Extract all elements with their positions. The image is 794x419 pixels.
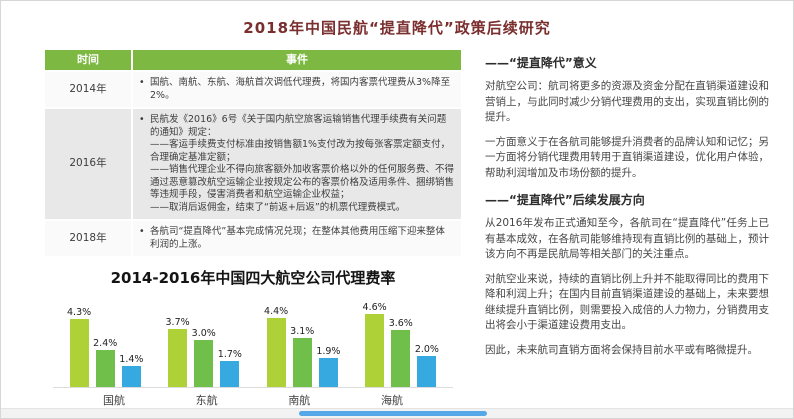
section-heading: ——“提直降代”意义 — [485, 56, 597, 70]
page-title: 2018年中国民航“提直降代”政策后续研究 — [243, 19, 551, 37]
category-label: 东航 — [195, 394, 218, 408]
row-event: • 民航发《2016》6号《关于国内航空旅客运输销售代理手续费有关问题的通知》规… — [133, 109, 461, 219]
category-label: 南航 — [288, 394, 311, 408]
bar — [220, 361, 240, 389]
bar — [365, 314, 385, 389]
bar-value-label: 2.0% — [414, 344, 439, 356]
content-area: 时间 事件 2014年 • 国航、南航、东航、海航首次调低代理费，将国内客票代理… — [1, 38, 793, 418]
event-line: • 国航、南航、东航、海航首次调低代理费，将国内客票代理费从3%降至2%。 — [139, 77, 454, 102]
bar — [318, 358, 338, 389]
bar-value-label: 3.1% — [290, 326, 315, 338]
bar-value-label: 3.7% — [165, 317, 190, 329]
section-meaning: ——“提直降代”意义 对航空公司：航司将更多的资源及资金分配在直销渠道建设和营销… — [485, 54, 769, 181]
event-text: ——销售代理企业不得向旅客额外加收客票价格以外的任何服务费、不得通过恶意篡改航空… — [150, 164, 455, 201]
bar — [168, 329, 188, 389]
bar-value-label: 3.0% — [191, 328, 216, 340]
left-column: 时间 事件 2014年 • 国航、南航、东航、海航首次调低代理费，将国内客票代理… — [45, 50, 461, 418]
chart-category-row: 国航 东航 南航 海航 — [45, 392, 461, 408]
table-header-time: 时间 — [45, 50, 133, 70]
bar-value-label: 1.7% — [217, 349, 242, 361]
event-text: 各航司“提直降代”基本完成情况兑现；在整体其他费用压缩下迎来整体利润的上涨。 — [150, 226, 445, 250]
section-paragraph: 对航空公司：航司将更多的资源及资金分配在直销渠道建设和营销上，与此同时减少分销代… — [485, 80, 769, 124]
chart-group: 4.3% 2.4% 1.4% — [67, 292, 144, 389]
row-year: 2018年 — [45, 221, 133, 257]
event-text: ——取消后返佣金，结束了“前返+后返”的机票代理费模式。 — [150, 201, 406, 213]
bar — [417, 356, 437, 389]
event-line: • 民航发《2016》6号《关于国内航空旅客运输销售代理手续费有关问题的通知》规… — [139, 114, 454, 139]
bullet-icon: • — [139, 226, 145, 238]
bar-value-label: 4.3% — [67, 307, 92, 319]
event-line: • 各航司“提直降代”基本完成情况兑现；在整体其他费用压缩下迎来整体利润的上涨。 — [139, 226, 454, 251]
row-year: 2016年 — [45, 109, 133, 220]
section-paragraph: 因此，未来航司直销方面将会保持目前水平或有略微提升。 — [485, 343, 758, 356]
section-future-direction: ——“提直降代”后续发展方向 从2016年发布正式通知至今，各航司在“提直降代”… — [485, 191, 769, 358]
table-header-event: 事件 — [133, 50, 461, 70]
bar — [292, 338, 312, 389]
events-table: 时间 事件 2014年 • 国航、南航、东航、海航首次调低代理费，将国内客票代理… — [45, 50, 461, 257]
bar — [69, 319, 89, 389]
event-line: ——销售代理企业不得向旅客额外加收客票价格以外的任何服务费、不得通过恶意篡改航空… — [139, 164, 454, 202]
table-row: 2018年 • 各航司“提直降代”基本完成情况兑现；在整体其他费用压缩下迎来整体… — [45, 219, 461, 257]
bar — [391, 330, 411, 389]
event-line: ——客运手续费支付标准由按销售额1%支付改为按每张客票定额支付，合理确定基准定额… — [139, 139, 454, 164]
row-event: • 国航、南航、东航、海航首次调低代理费，将国内客票代理费从3%降至2%。 — [133, 72, 461, 107]
table-header-row: 时间 事件 — [45, 50, 461, 70]
chart-group: 3.7% 3.0% 1.7% — [165, 292, 242, 389]
section-paragraph: 对航空业来说，持续的直销比例上升并不能取得同比的费用下降和利润上升；在国内目前直… — [485, 272, 769, 332]
bar-value-label: 1.9% — [316, 346, 341, 358]
section-heading: ——“提直降代”后续发展方向 — [485, 193, 645, 208]
category-label: 国航 — [103, 394, 125, 408]
bar-value-label: 4.6% — [362, 302, 387, 314]
event-text: 国航、南航、东航、海航首次调低代理费，将国内客票代理费从3%降至2%。 — [150, 77, 451, 101]
section-paragraph: 从2016年发布正式通知至今，各航司在“提直降代”任务上已有基本成效，在各航司能… — [485, 217, 769, 261]
bar-value-label: 1.4% — [119, 354, 144, 366]
row-year: 2014年 — [45, 72, 133, 108]
table-row: 2016年 • 民航发《2016》6号《关于国内航空旅客运输销售代理手续费有关问… — [45, 107, 461, 220]
bullet-icon: • — [139, 77, 145, 88]
bar — [121, 366, 141, 389]
bar-value-label: 2.4% — [93, 338, 118, 350]
scrollbar-thumb[interactable] — [299, 411, 487, 416]
section-paragraph: 一方面意义于在各航司能够提升消费者的品牌认知和记忆；另一方面将分销代理费用转用于… — [485, 135, 769, 179]
chart-group: 4.4% 3.1% 1.9% — [264, 292, 341, 389]
event-text: ——客运手续费支付标准由按销售额1%支付改为按每张客票定额支付，合理确定基准定额… — [150, 139, 451, 163]
right-column: ——“提直降代”意义 对航空公司：航司将更多的资源及资金分配在直销渠道建设和营销… — [485, 50, 769, 418]
bar — [95, 350, 115, 389]
chart-group: 4.6% 3.6% 2.0% — [362, 292, 439, 389]
table-row: 2014年 • 国航、南航、东航、海航首次调低代理费，将国内客票代理费从3%降至… — [45, 70, 461, 108]
bar-chart: 4.3% 2.4% 1.4% 3.7% 3.0% 1.7% 4.4% 3.1% 1.9% 4.6%… — [45, 292, 461, 389]
chart-title: 2014-2016年中国四大航空公司代理费率 — [110, 269, 396, 288]
horizontal-scrollbar[interactable] — [1, 408, 793, 418]
event-text: 民航发《2016》6号《关于国内航空旅客运输销售代理手续费有关问题的通知》规定： — [150, 114, 447, 138]
row-event: • 各航司“提直降代”基本完成情况兑现；在整体其他费用压缩下迎来整体利润的上涨。 — [133, 221, 461, 256]
bar — [266, 318, 286, 389]
bullet-icon: • — [139, 114, 145, 126]
bar — [194, 340, 214, 389]
event-line: ——取消后返佣金，结束了“前返+后返”的机票代理费模式。 — [139, 202, 454, 215]
bar-value-label: 4.4% — [264, 306, 289, 318]
bar-value-label: 3.6% — [388, 318, 413, 330]
category-label: 海航 — [380, 394, 403, 408]
